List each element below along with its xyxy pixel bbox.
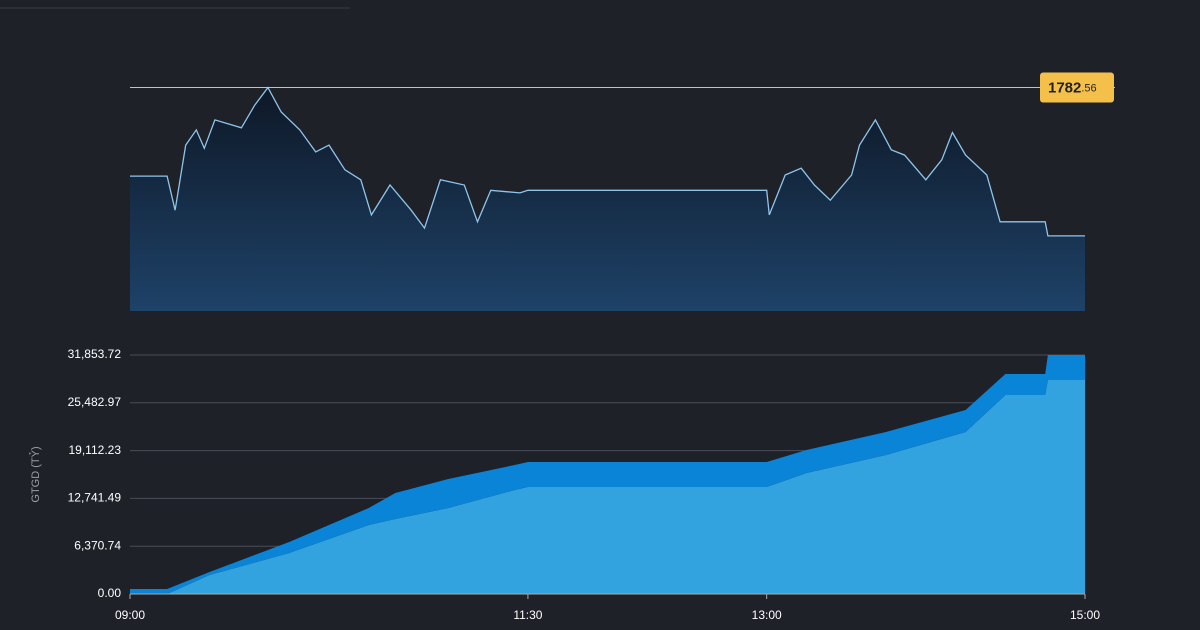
x-tick-label: 09:00 (115, 608, 145, 622)
reference-badge (1040, 72, 1114, 103)
reference-label-int: 1782 (1048, 80, 1081, 97)
y-tick-label: 25,482.97 (68, 395, 122, 409)
price-area (130, 87, 1085, 311)
y-tick-label: 31,853.72 (68, 347, 122, 361)
y-tick-label: 6,370.74 (74, 538, 121, 552)
area-series (130, 355, 1085, 594)
reference-label-dec: .56 (1081, 82, 1096, 94)
y-tick-label: 12,741.49 (68, 491, 122, 505)
reference-label: 1782.56 (1048, 80, 1097, 97)
x-tick-label: 11:30 (513, 608, 542, 622)
y-tick-label: 19,112.23 (69, 443, 122, 457)
y-axis-title: GTGD (TỶ) (29, 446, 42, 502)
x-tick-label: 15:00 (1070, 608, 1100, 622)
y-tick-label: 0.00 (98, 586, 122, 600)
price-line (130, 86, 1085, 237)
x-tick-label: 13:00 (752, 608, 782, 622)
